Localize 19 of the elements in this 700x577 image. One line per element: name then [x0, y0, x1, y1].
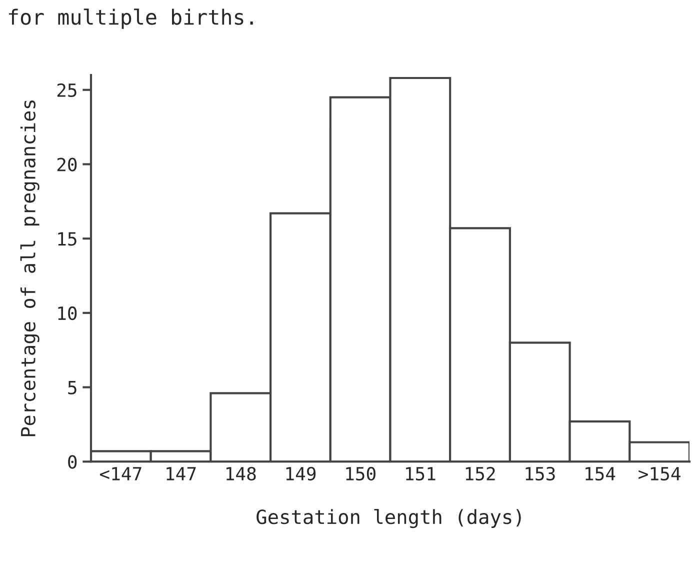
x-tick-label: 154: [586, 467, 616, 481]
y-tick-label: 20: [57, 158, 77, 172]
x-axis-title: Gestation length (days): [256, 509, 521, 528]
x-tick-label: 152: [466, 466, 495, 481]
x-tick-label: >154: [638, 467, 680, 481]
y-tick-label: 15: [58, 232, 76, 246]
y-axis-title: Percentage of all pregnancies: [20, 100, 40, 436]
x-tick-label: 151: [406, 467, 436, 481]
x-tick-label: 147: [166, 467, 196, 480]
y-tick-label: 0: [68, 455, 77, 469]
y-tick-label: 5: [68, 381, 76, 394]
y-tick-label: 10: [58, 306, 77, 320]
x-tick-label: 149: [286, 466, 316, 481]
x-tick-label: 148: [226, 466, 256, 481]
y-tick-label: 25: [57, 83, 76, 98]
x-tick-label: 153: [526, 466, 555, 481]
x-tick-label: 150: [346, 466, 376, 481]
x-tick-label: <147: [100, 467, 142, 480]
text: for multiple births.: [8, 8, 253, 29]
